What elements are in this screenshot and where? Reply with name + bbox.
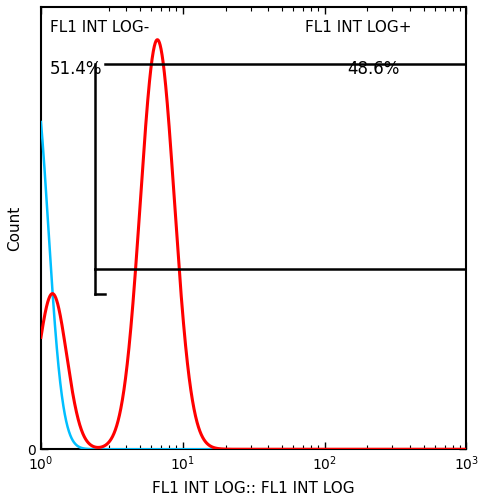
Text: 51.4%: 51.4%	[50, 60, 102, 78]
X-axis label: FL1 INT LOG:: FL1 INT LOG: FL1 INT LOG:: FL1 INT LOG	[153, 481, 355, 496]
Text: FL1 INT LOG+: FL1 INT LOG+	[305, 20, 411, 35]
Text: 48.6%: 48.6%	[347, 60, 400, 78]
Text: FL1 INT LOG-: FL1 INT LOG-	[50, 20, 149, 35]
Y-axis label: Count: Count	[7, 206, 22, 250]
